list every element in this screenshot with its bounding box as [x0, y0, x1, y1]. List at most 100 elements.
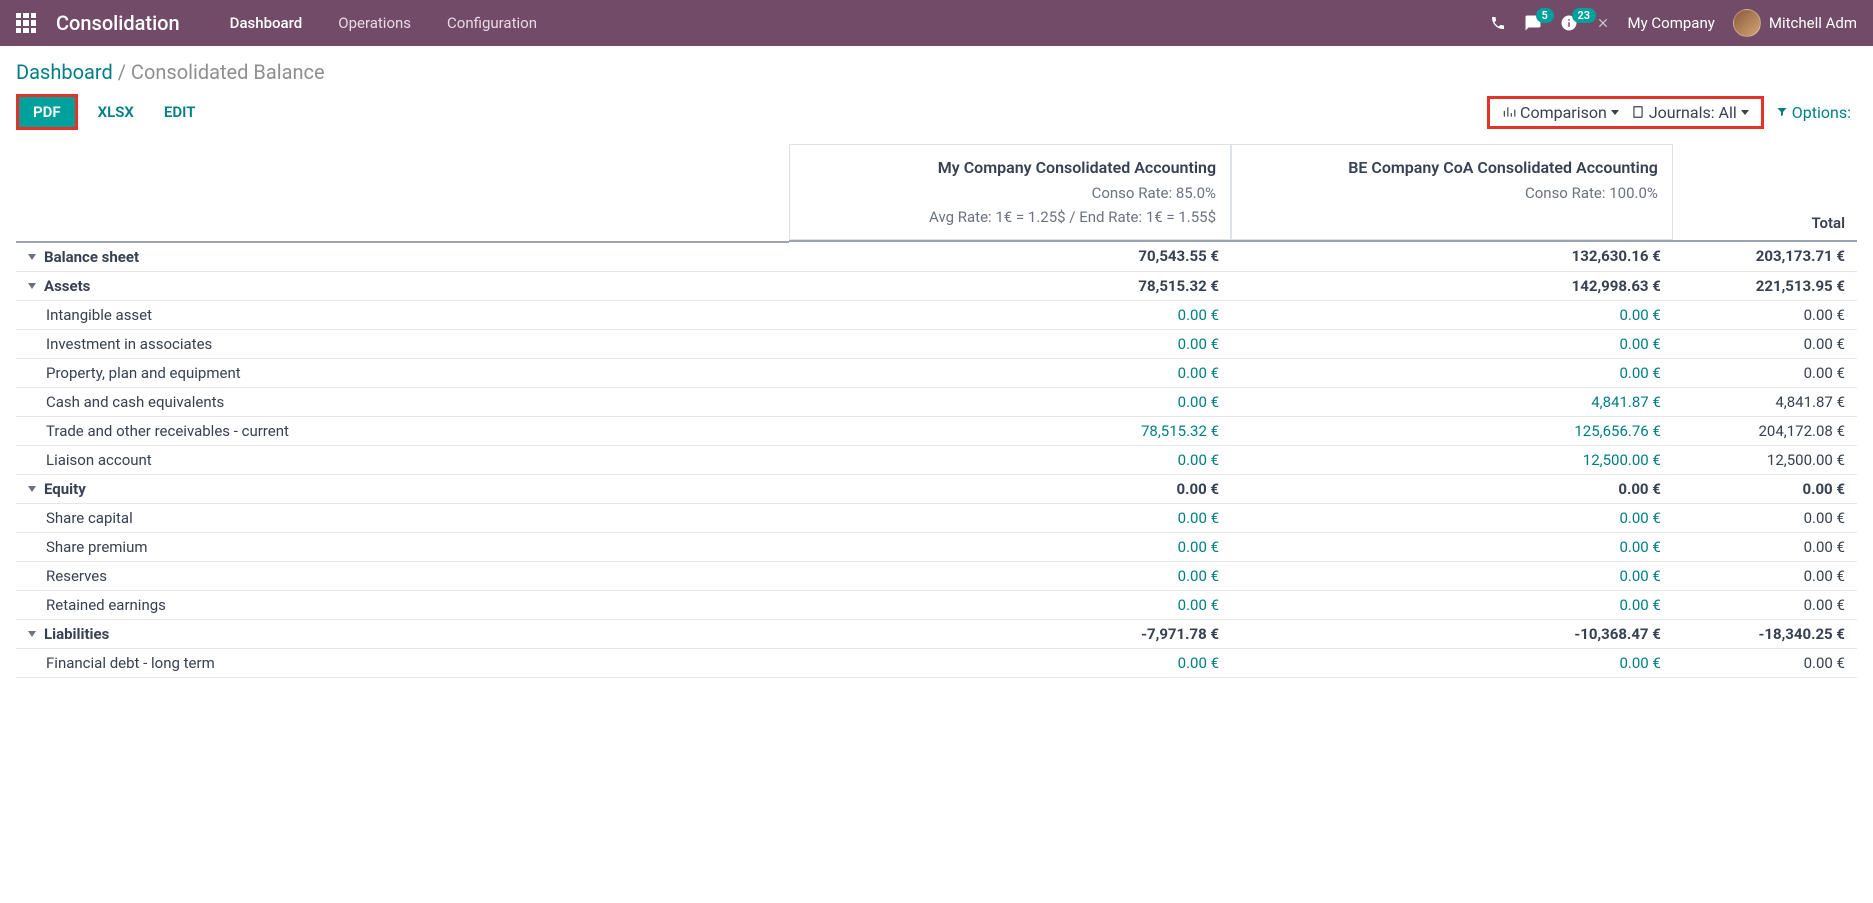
row-label: Share premium [46, 538, 148, 556]
journals-label: Journals: All [1649, 103, 1737, 122]
comparison-label: Comparison [1520, 103, 1607, 122]
total-cell: 4,841.87 € [1775, 393, 1845, 411]
amount-cell[interactable]: 0.00 € [1178, 509, 1219, 527]
amount-cell[interactable]: 0.00 € [1178, 364, 1219, 382]
row-label[interactable]: Balance sheet [44, 248, 139, 266]
total-cell: 0.00 € [1802, 480, 1845, 498]
user-menu[interactable]: Mitchell Adm [1733, 9, 1857, 37]
amount-cell: 70,543.55 € [1138, 247, 1219, 265]
table-row: Retained earnings0.00 €0.00 €0.00 € [16, 591, 1857, 620]
amount-cell[interactable]: 4,841.87 € [1591, 393, 1661, 411]
total-cell: 221,513.95 € [1756, 277, 1845, 295]
breadcrumb-parent[interactable]: Dashboard [16, 60, 113, 84]
row-label[interactable]: Liabilities [44, 625, 109, 643]
table-row: Reserves0.00 €0.00 €0.00 € [16, 562, 1857, 591]
amount-cell[interactable]: 0.00 € [1178, 654, 1219, 672]
amount-cell[interactable]: 0.00 € [1178, 596, 1219, 614]
user-name: Mitchell Adm [1769, 14, 1857, 32]
expand-caret-icon[interactable] [28, 486, 36, 492]
amount-cell[interactable]: 0.00 € [1619, 306, 1660, 324]
table-row: Intangible asset0.00 €0.00 €0.00 € [16, 301, 1857, 330]
amount-cell: 0.00 € [1177, 480, 1220, 498]
table-row: Liaison account0.00 €12,500.00 €12,500.0… [16, 446, 1857, 475]
row-label: Trade and other receivables - current [46, 422, 289, 440]
amount-cell[interactable]: 0.00 € [1178, 335, 1219, 353]
pdf-button[interactable]: PDF [16, 94, 78, 130]
phone-icon[interactable] [1490, 15, 1506, 31]
amount-cell[interactable]: 0.00 € [1619, 335, 1660, 353]
row-label: Reserves [46, 567, 107, 585]
total-cell: 0.00 € [1804, 364, 1845, 382]
expand-caret-icon[interactable] [28, 254, 36, 260]
export-buttons: PDF XLSX EDIT [16, 94, 205, 130]
amount-cell[interactable]: 12,500.00 € [1583, 451, 1661, 469]
total-cell: 0.00 € [1804, 509, 1845, 527]
amount-cell[interactable]: 0.00 € [1619, 364, 1660, 382]
nav-item-operations[interactable]: Operations [320, 14, 429, 32]
options-filter[interactable]: Options: [1770, 103, 1857, 122]
breadcrumb: Dashboard / Consolidated Balance [0, 46, 1873, 90]
amount-cell[interactable]: 0.00 € [1619, 567, 1660, 585]
col2-rate: Conso Rate: 100.0% [1246, 181, 1658, 205]
amount-cell[interactable]: 0.00 € [1178, 567, 1219, 585]
row-label: Investment in associates [46, 335, 212, 353]
filter-icon [1776, 106, 1788, 118]
amount-cell[interactable]: 0.00 € [1619, 596, 1660, 614]
col-header-company-1: My Company Consolidated Accounting Conso… [789, 144, 1231, 241]
col2-fx [1246, 205, 1658, 229]
company-selector[interactable]: My Company [1628, 14, 1715, 32]
activities-icon[interactable]: 23 [1560, 14, 1578, 32]
navbar-left: Consolidation DashboardOperationsConfigu… [16, 11, 555, 35]
amount-cell: 132,630.16 € [1572, 247, 1661, 265]
row-label: Cash and cash equivalents [46, 393, 224, 411]
expand-caret-icon[interactable] [28, 283, 36, 289]
table-row: Share capital 0.00 € 0.00 € 0.00 € [16, 504, 1857, 533]
amount-cell[interactable]: 0.00 € [1178, 393, 1219, 411]
xlsx-button[interactable]: XLSX [88, 97, 144, 127]
options-label: Options: [1792, 103, 1851, 122]
row-label: Share capital [46, 509, 133, 527]
breadcrumb-current: Consolidated Balance [131, 60, 325, 84]
amount-cell[interactable]: 125,656.76 € [1574, 422, 1661, 440]
table-row: Liabilities-7,971.78 €-10,368.47 €-18,34… [16, 620, 1857, 649]
total-cell: 12,500.00 € [1767, 451, 1845, 469]
row-label[interactable]: Assets [44, 277, 90, 295]
col-header-label [16, 144, 789, 241]
amount-cell: 78,515.32 € [1138, 277, 1219, 295]
avatar [1733, 9, 1761, 37]
row-label[interactable]: Equity [44, 480, 86, 498]
amount-cell: -10,368.47 € [1574, 625, 1661, 643]
navbar-right: 5 23 My Company Mitchell Adm [1490, 9, 1858, 37]
nav-menu: DashboardOperationsConfiguration [212, 14, 555, 32]
amount-cell[interactable]: 0.00 € [1178, 451, 1219, 469]
table-row: Cash and cash equivalents 0.00 € 4,841.87 … [16, 388, 1857, 417]
table-row: Investment in associates0.00 €0.00 €0.00… [16, 330, 1857, 359]
amount-cell[interactable]: 0.00 € [1619, 538, 1660, 556]
top-navbar: Consolidation DashboardOperationsConfigu… [0, 0, 1873, 46]
edit-button[interactable]: EDIT [154, 97, 206, 127]
table-row: Equity0.00 €0.00 €0.00 € [16, 475, 1857, 504]
nav-item-configuration[interactable]: Configuration [429, 14, 555, 32]
messages-icon[interactable]: 5 [1524, 14, 1542, 32]
journals-filter[interactable]: Journals: All [1627, 103, 1753, 122]
amount-cell[interactable]: 0.00 € [1619, 509, 1660, 527]
row-label: Financial debt - long term [46, 654, 215, 672]
comparison-filter[interactable]: Comparison [1498, 103, 1623, 122]
nav-item-dashboard[interactable]: Dashboard [212, 14, 321, 32]
close-tray-icon[interactable] [1596, 16, 1610, 30]
book-icon [1631, 105, 1645, 119]
total-cell: 0.00 € [1804, 596, 1845, 614]
row-label: Property, plan and equipment [46, 364, 241, 382]
apps-icon[interactable] [16, 13, 36, 33]
filter-box-highlighted: Comparison Journals: All [1487, 96, 1764, 129]
amount-cell[interactable]: 0.00 € [1619, 654, 1660, 672]
col1-fx: Avg Rate: 1€ = 1.25$ / End Rate: 1€ = 1.… [804, 205, 1216, 229]
expand-caret-icon[interactable] [28, 631, 36, 637]
total-cell: -18,340.25 € [1758, 625, 1845, 643]
amount-cell[interactable]: 0.00 € [1178, 538, 1219, 556]
table-row: Share premium0.00 €0.00 €0.00 € [16, 533, 1857, 562]
amount-cell[interactable]: 78,515.32 € [1141, 422, 1219, 440]
col1-title: My Company Consolidated Accounting [804, 155, 1216, 181]
amount-cell[interactable]: 0.00 € [1178, 306, 1219, 324]
chevron-down-icon [1611, 110, 1619, 115]
